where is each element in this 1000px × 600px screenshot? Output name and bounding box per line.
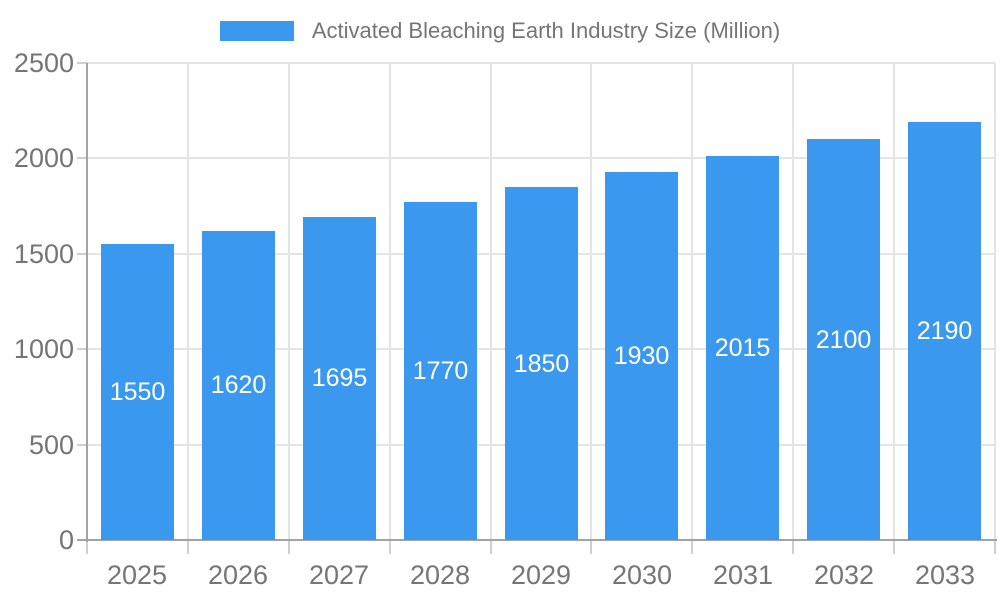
x-axis-tick: [86, 540, 88, 554]
x-axis-tick: [187, 540, 189, 554]
x-gridline: [691, 63, 693, 540]
x-gridline: [187, 63, 189, 540]
y-axis-label: 0: [58, 525, 74, 555]
x-axis-tick: [691, 540, 693, 554]
x-axis-tick: [893, 540, 895, 554]
y-axis-label: 2000: [13, 143, 74, 173]
x-axis-line: [77, 539, 997, 541]
y-gridline: [87, 62, 995, 64]
legend-label: Activated Bleaching Earth Industry Size …: [311, 18, 781, 43]
bar[interactable]: [101, 244, 174, 540]
x-axis-label: 2032: [813, 560, 875, 590]
x-axis-label: 2029: [510, 560, 572, 590]
y-axis-tick: [77, 253, 87, 255]
x-gridline: [792, 63, 794, 540]
bar[interactable]: [505, 187, 578, 540]
x-gridline: [490, 63, 492, 540]
bar[interactable]: [706, 156, 779, 540]
x-axis-label: 2027: [308, 560, 370, 590]
y-axis-tick: [77, 62, 87, 64]
x-axis-label: 2026: [207, 560, 269, 590]
x-axis-tick: [994, 540, 996, 554]
x-axis-tick: [792, 540, 794, 554]
x-gridline: [994, 63, 996, 540]
y-axis-tick: [77, 157, 87, 159]
bar[interactable]: [303, 217, 376, 540]
x-axis-label: 2031: [712, 560, 774, 590]
y-axis-label: 2500: [13, 48, 74, 78]
bar[interactable]: [605, 172, 678, 540]
x-axis-tick: [389, 540, 391, 554]
x-axis-tick: [590, 540, 592, 554]
y-axis-line: [86, 63, 88, 542]
y-axis-label: 500: [28, 430, 74, 460]
y-axis-label: 1000: [13, 334, 74, 364]
x-gridline: [288, 63, 290, 540]
x-gridline: [389, 63, 391, 540]
x-axis-tick: [288, 540, 290, 554]
x-axis-label: 2025: [106, 560, 168, 590]
y-axis-tick: [77, 444, 87, 446]
x-axis-label: 2030: [611, 560, 673, 590]
x-axis-label: 2033: [914, 560, 976, 590]
y-axis-label: 1500: [13, 239, 74, 269]
bar[interactable]: [202, 231, 275, 540]
bar[interactable]: [908, 122, 981, 540]
bar[interactable]: [404, 202, 477, 540]
y-axis-tick: [77, 348, 87, 350]
x-gridline: [590, 63, 592, 540]
x-axis-label: 2028: [409, 560, 471, 590]
bar[interactable]: [807, 139, 880, 540]
x-axis-tick: [490, 540, 492, 554]
y-gridline: [87, 157, 995, 159]
legend-item[interactable]: Activated Bleaching Earth Industry Size …: [0, 18, 1000, 44]
legend-swatch: [219, 21, 294, 41]
x-gridline: [893, 63, 895, 540]
